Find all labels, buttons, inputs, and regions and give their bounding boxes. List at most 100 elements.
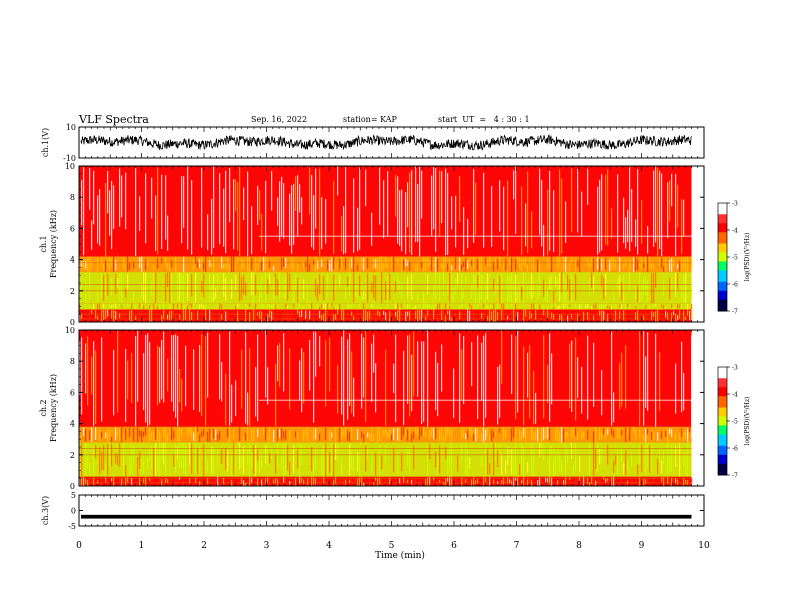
texture-streak [91, 478, 93, 486]
texture-streak [199, 445, 201, 473]
texture-streak [669, 427, 671, 435]
texture-streak [509, 446, 511, 458]
texture-streak [555, 452, 557, 475]
texture-streak [325, 309, 327, 322]
texture-streak [241, 454, 243, 469]
texture-streak [531, 313, 533, 319]
texture-streak [549, 476, 551, 485]
texture-streak [589, 277, 591, 297]
texture-streak [235, 274, 237, 290]
colorbar-cell [718, 445, 727, 449]
texture-streak [261, 214, 263, 251]
texture-streak [291, 256, 293, 270]
texture-streak [297, 277, 299, 303]
texture-streak [303, 279, 305, 300]
texture-streak [523, 258, 525, 266]
texture-streak [461, 273, 463, 302]
texture-streak [385, 478, 387, 484]
texture-streak [379, 167, 381, 225]
texture-streak [93, 477, 95, 486]
texture-streak [647, 332, 649, 411]
colorbar-cell [718, 459, 727, 462]
texture-streak [195, 477, 197, 483]
texture-streak [311, 303, 313, 310]
texture-streak [643, 435, 645, 441]
texture-streak [145, 335, 147, 423]
texture-streak [663, 266, 665, 272]
texture-streak [173, 310, 175, 318]
texture-streak [599, 179, 601, 253]
texture-streak [181, 379, 183, 412]
texture-streak [269, 427, 271, 442]
texture-streak [577, 313, 579, 322]
texture-streak [463, 476, 465, 485]
texture-streak [155, 195, 157, 252]
texture-streak [347, 430, 349, 441]
texture-streak [577, 431, 579, 441]
texture-streak [413, 331, 415, 397]
texture-streak [175, 442, 177, 472]
texture-streak [477, 478, 479, 484]
texture-streak [169, 311, 171, 320]
texture-streak [651, 310, 653, 321]
colorbar-tick-label: -7 [732, 473, 738, 480]
colorbar-cell [718, 407, 727, 411]
texture-streak [79, 341, 81, 396]
texture-streak [375, 363, 377, 413]
texture-streak [189, 303, 191, 306]
texture-streak [323, 444, 325, 477]
texture-streak [617, 174, 619, 253]
texture-streak [565, 444, 567, 475]
texture-streak [279, 272, 281, 299]
texture-streak [561, 426, 563, 443]
texture-streak [255, 257, 257, 272]
texture-streak [571, 258, 573, 264]
texture-streak [195, 256, 197, 265]
texture-streak [105, 182, 107, 257]
texture-streak [83, 167, 85, 256]
texture-streak [421, 170, 423, 219]
texture-streak [153, 273, 155, 298]
texture-streak [335, 476, 337, 486]
texture-streak [145, 476, 147, 486]
texture-streak [221, 362, 223, 402]
texture-streak [503, 261, 505, 271]
texture-streak [601, 304, 603, 309]
texture-streak [683, 454, 685, 467]
texture-streak [269, 477, 271, 485]
colorbar-cell [718, 308, 727, 312]
texture-streak [623, 263, 625, 269]
texture-streak [115, 311, 117, 320]
texture-streak [155, 272, 157, 304]
texture-streak [421, 309, 423, 322]
texture-streak [239, 442, 241, 470]
texture-streak [423, 426, 425, 437]
texture-streak [149, 426, 151, 443]
texture-streak [473, 256, 475, 271]
xtick-label: 4 [326, 541, 332, 551]
texture-streak [521, 430, 523, 441]
texture-streak [447, 310, 449, 315]
texture-streak [159, 477, 161, 484]
texture-streak [543, 335, 545, 419]
texture-streak [487, 428, 489, 437]
colorbar-cell [718, 432, 727, 435]
texture-streak [281, 257, 283, 270]
texture-streak [691, 310, 693, 320]
texture-streak [689, 427, 691, 433]
colorbar-cell [718, 439, 727, 442]
texture-streak [325, 443, 327, 477]
texture-streak [675, 173, 677, 256]
texture-streak [513, 453, 515, 476]
texture-streak [499, 428, 501, 434]
texture-streak [141, 256, 143, 272]
texture-streak [547, 189, 549, 256]
texture-streak [627, 460, 629, 471]
texture-streak [405, 311, 407, 322]
texture-streak [639, 477, 641, 486]
texture-streak [691, 303, 693, 310]
texture-streak [397, 275, 399, 292]
texture-streak [561, 459, 563, 474]
